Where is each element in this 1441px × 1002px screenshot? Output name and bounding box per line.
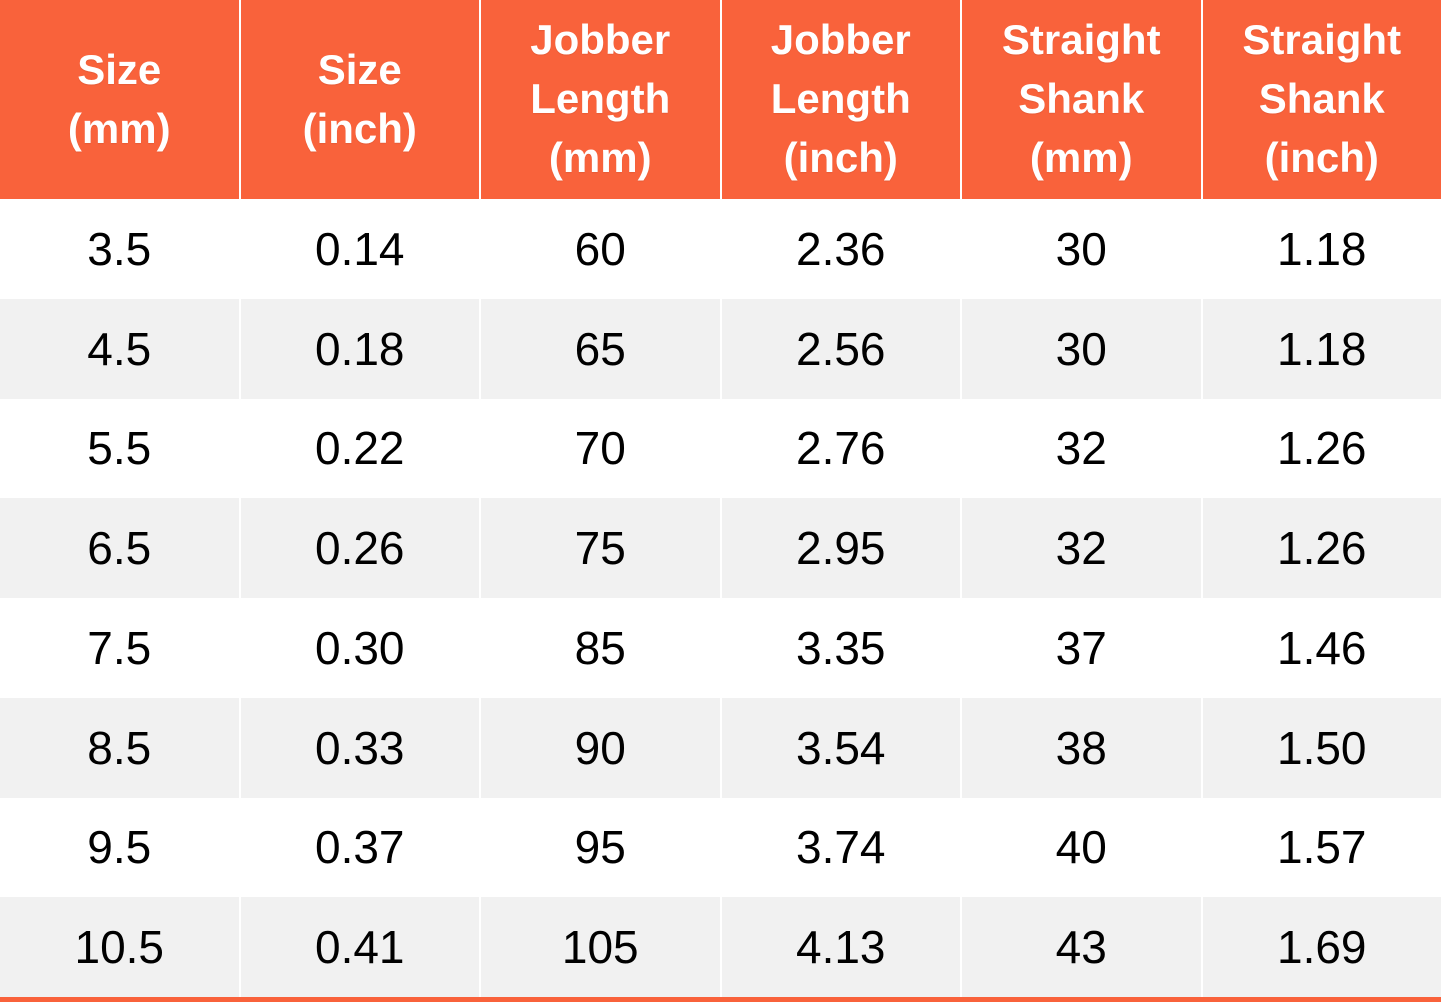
- table-cell: 65: [481, 298, 720, 399]
- header-row: Size (mm) Size (inch) Jobber Length (mm)…: [0, 0, 1441, 199]
- table-cell: 0.33: [240, 697, 479, 798]
- table-body: 3.5 0.14 60 2.36 30 1.18 4.5 0.18 65 2.5…: [0, 199, 1441, 997]
- table-row: 4.5 0.18 65 2.56 30 1.18: [0, 298, 1441, 399]
- table-cell: 75: [481, 498, 720, 598]
- column-header-jobber-length-inch: Jobber Length (inch): [721, 0, 960, 199]
- table-cell: 38: [962, 697, 1201, 798]
- table-cell: 0.26: [240, 498, 479, 598]
- table-cell: 0.41: [240, 897, 479, 997]
- table-cell: 0.37: [240, 797, 479, 898]
- table-cell: 30: [962, 298, 1201, 399]
- table-cell: 2.56: [721, 298, 960, 399]
- table-cell: 32: [962, 498, 1201, 598]
- table-cell: 1.26: [1202, 498, 1441, 598]
- table-row: 8.5 0.33 90 3.54 38 1.50: [0, 697, 1441, 798]
- column-header-straight-shank-mm: Straight Shank (mm): [962, 0, 1201, 199]
- table-row: 3.5 0.14 60 2.36 30 1.18: [0, 199, 1441, 299]
- table-cell: 0.22: [240, 398, 479, 499]
- table-cell: 70: [481, 398, 720, 499]
- table-cell: 0.18: [240, 298, 479, 399]
- table-cell: 4.5: [0, 298, 239, 399]
- table-cell: 2.95: [721, 498, 960, 598]
- table-cell: 1.26: [1202, 398, 1441, 499]
- table-cell: 1.18: [1202, 298, 1441, 399]
- column-header-jobber-length-mm: Jobber Length (mm): [481, 0, 720, 199]
- table-cell: 1.18: [1202, 199, 1441, 299]
- table-row: 7.5 0.30 85 3.35 37 1.46: [0, 598, 1441, 698]
- table-cell: 10.5: [0, 897, 239, 997]
- table-cell: 1.50: [1202, 697, 1441, 798]
- table-cell: 1.46: [1202, 598, 1441, 698]
- table-cell: 8.5: [0, 697, 239, 798]
- table-cell: 1.69: [1202, 897, 1441, 997]
- table-cell: 6.5: [0, 498, 239, 598]
- table-row: 6.5 0.26 75 2.95 32 1.26: [0, 498, 1441, 598]
- table-row: 5.5 0.22 70 2.76 32 1.26: [0, 398, 1441, 499]
- table-cell: 37: [962, 598, 1201, 698]
- table-cell: 40: [962, 797, 1201, 898]
- table-cell: 0.14: [240, 199, 479, 299]
- table-cell: 30: [962, 199, 1201, 299]
- table-cell: 0.30: [240, 598, 479, 698]
- table-row: 10.5 0.41 105 4.13 43 1.69: [0, 897, 1441, 997]
- table-cell: 2.76: [721, 398, 960, 499]
- table-header: Size (mm) Size (inch) Jobber Length (mm)…: [0, 0, 1441, 199]
- table-cell: 32: [962, 398, 1201, 499]
- table-cell: 95: [481, 797, 720, 898]
- table-cell: 2.36: [721, 199, 960, 299]
- column-header-size-inch: Size (inch): [240, 0, 479, 199]
- table-cell: 43: [962, 897, 1201, 997]
- table-cell: 3.74: [721, 797, 960, 898]
- table-cell: 4.13: [721, 897, 960, 997]
- table-cell: 60: [481, 199, 720, 299]
- table-row: 9.5 0.37 95 3.74 40 1.57: [0, 797, 1441, 898]
- table-cell: 3.54: [721, 697, 960, 798]
- table-cell: 9.5: [0, 797, 239, 898]
- column-header-straight-shank-inch: Straight Shank (inch): [1202, 0, 1441, 199]
- column-header-size-mm: Size (mm): [0, 0, 239, 199]
- table-cell: 7.5: [0, 598, 239, 698]
- table-cell: 3.5: [0, 199, 239, 299]
- table-cell: 5.5: [0, 398, 239, 499]
- table-cell: 90: [481, 697, 720, 798]
- table-cell: 105: [481, 897, 720, 997]
- table-cell: 3.35: [721, 598, 960, 698]
- table-cell: 1.57: [1202, 797, 1441, 898]
- table-cell: 85: [481, 598, 720, 698]
